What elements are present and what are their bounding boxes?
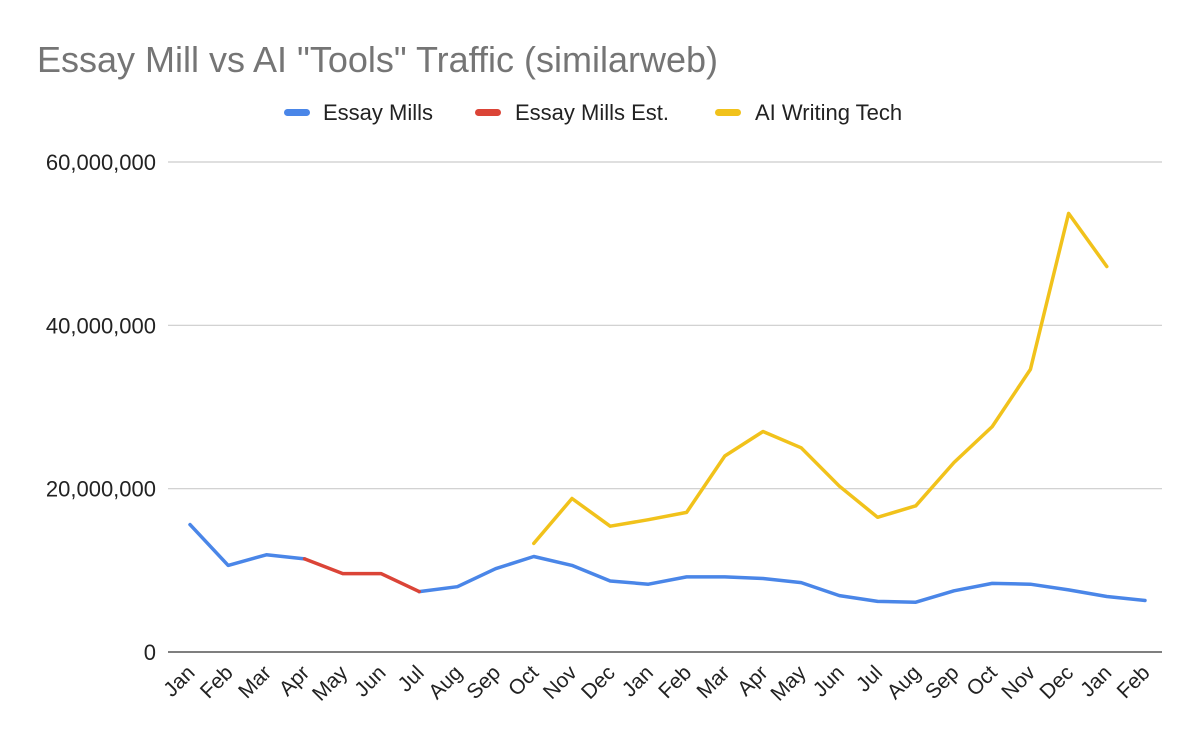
x-tick-label: Jan [159,661,199,701]
x-tick-label: Sep [462,661,505,704]
x-tick-label: Mar [234,661,276,703]
x-tick-label: Dec [577,661,620,704]
x-tick-label: Apr [275,661,314,700]
x-tick-label: Aug [883,661,926,704]
x-tick-label: Apr [733,661,772,700]
series-lines [188,211,1147,604]
x-tick-label: May [308,661,353,706]
x-tick-label: Jun [809,661,849,701]
y-tick-label: 60,000,000 [46,150,156,175]
x-tick-label: Nov [997,661,1040,704]
y-tick-label: 20,000,000 [46,477,156,502]
x-tick-label: Feb [1113,661,1155,703]
x-tick-label: Jan [1076,661,1116,701]
x-tick-label: Oct [504,661,543,700]
chart-title: Essay Mill vs AI "Tools" Traffic (simila… [37,39,718,80]
legend: Essay Mills Essay Mills Est. AI Writing Te… [284,100,902,125]
x-tick-label: Mar [692,661,734,703]
legend-label: AI Writing Tech [755,100,902,125]
y-tick-label: 0 [144,640,156,665]
x-tick-label: Feb [654,661,696,703]
legend-label: Essay Mills Est. [515,100,669,125]
x-tick-label: Aug [424,661,467,704]
gridlines [168,161,1162,490]
series-line-essay-mills-est [302,557,421,594]
y-tick-label: 40,000,000 [46,313,156,338]
legend-label: Essay Mills [323,100,433,125]
legend-swatch [284,109,310,116]
series-line-essay-mills [188,522,1147,604]
legend-swatch [475,109,501,116]
x-tick-label: Jan [618,661,658,701]
x-tick-label: Feb [196,661,238,703]
x-tick-label: May [766,661,811,706]
x-tick-label: Jul [393,661,428,696]
legend-swatch [715,109,741,116]
x-tick-label: Jun [350,661,390,701]
x-tick-label: Nov [539,661,582,704]
x-tick-label: Sep [921,661,964,704]
x-tick-label: Oct [962,661,1001,700]
series-line-ai-writing-tech [532,211,1109,546]
y-axis-ticks: 0 20,000,000 40,000,000 60,000,000 [46,150,156,665]
x-tick-label: Jul [852,661,887,696]
x-tick-label: Dec [1035,661,1078,704]
